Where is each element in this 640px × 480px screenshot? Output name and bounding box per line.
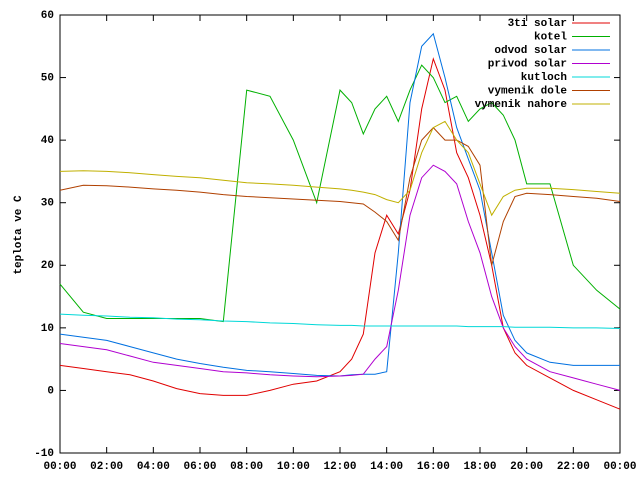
series-line (59, 120, 621, 217)
x-tick-label: 02:00 (90, 461, 123, 473)
y-tick-label: 30 (41, 198, 54, 210)
series-line (59, 32, 620, 377)
legend-label: vymenik nahore (475, 99, 568, 111)
legend-label: 3ti solar (508, 18, 567, 30)
x-tick-label: 04:00 (137, 461, 170, 473)
x-tick-label: 16:00 (417, 461, 450, 473)
legend-label: kotel (534, 31, 567, 43)
x-tick-label: 14:00 (370, 461, 403, 473)
y-tick-label: 0 (47, 385, 54, 397)
x-tick-label: 00:00 (603, 461, 636, 473)
x-tick-label: 18:00 (463, 461, 496, 473)
y-tick-label: 40 (41, 135, 54, 147)
y-tick-label: 50 (41, 72, 54, 84)
x-tick-label: 12:00 (323, 461, 356, 473)
x-tick-label: 08:00 (230, 461, 263, 473)
x-tick-label: 06:00 (183, 461, 216, 473)
x-tick-label: 00:00 (43, 461, 76, 473)
series-line (59, 313, 621, 329)
y-tick-label: 60 (41, 10, 54, 22)
x-tick-label: 22:00 (557, 461, 590, 473)
series-line (59, 64, 621, 323)
legend-label: kutloch (521, 72, 567, 84)
x-tick-label: 10:00 (277, 461, 310, 473)
series-line (59, 164, 621, 391)
x-tick-label: 20:00 (510, 461, 543, 473)
y-tick-label: 20 (41, 260, 54, 272)
legend-label: odvod solar (494, 45, 567, 57)
series-line (59, 126, 621, 266)
y-axis-label: teplota ve C (13, 195, 25, 275)
y-tick-label: 10 (41, 323, 54, 335)
legend-label: vymenik dole (488, 85, 568, 97)
series-line (59, 57, 621, 410)
legend-label: privod solar (488, 58, 567, 70)
y-tick-label: -10 (34, 448, 54, 460)
